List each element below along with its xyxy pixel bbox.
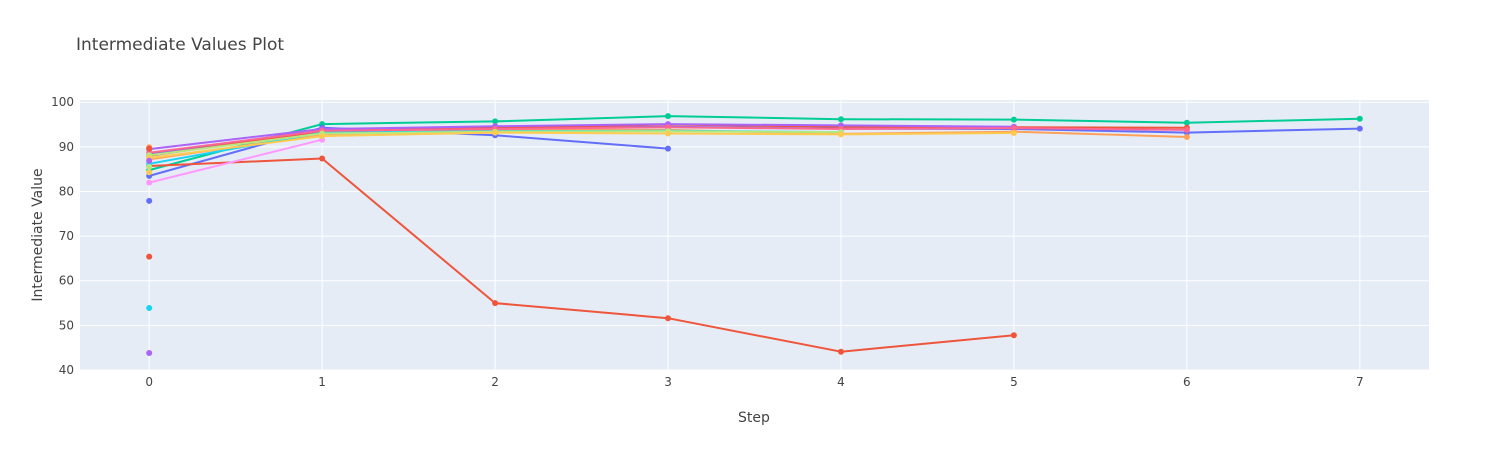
x-tick-label: 2	[491, 375, 499, 389]
series-line	[149, 157, 1014, 353]
data-point[interactable]	[319, 155, 326, 162]
chart-title: Intermediate Values Plot	[76, 35, 284, 55]
data-point[interactable]	[1356, 125, 1363, 132]
series-17	[146, 197, 153, 204]
data-point[interactable]	[319, 133, 326, 140]
data-point[interactable]	[146, 169, 153, 176]
y-tick-label: 40	[59, 363, 74, 377]
data-point[interactable]	[665, 113, 671, 120]
x-tick-label: 7	[1356, 375, 1364, 389]
data-point[interactable]	[665, 130, 671, 137]
data-point[interactable]	[665, 145, 671, 152]
data-point[interactable]	[1356, 115, 1363, 122]
series-19	[146, 305, 153, 311]
tick-layer: 40 50 60 70 80 90 100 0 1 2 3 4 5 6 7	[51, 95, 1364, 389]
data-point[interactable]	[838, 116, 844, 123]
y-tick-label: 100	[51, 95, 74, 109]
series-line	[149, 131, 1014, 159]
data-point[interactable]	[146, 145, 153, 152]
data-point[interactable]	[146, 350, 153, 356]
data-point[interactable]	[838, 131, 844, 138]
series-14	[146, 157, 153, 164]
data-point[interactable]	[838, 348, 844, 355]
x-axis-label: Step	[738, 410, 770, 426]
data-point[interactable]	[146, 253, 153, 260]
series-16	[146, 145, 153, 152]
data-point[interactable]	[146, 305, 153, 311]
y-tick-label: 80	[59, 184, 74, 198]
series-line	[148, 138, 323, 184]
series-18	[146, 253, 153, 260]
data-point[interactable]	[146, 179, 153, 186]
data-point[interactable]	[1183, 126, 1190, 133]
data-point[interactable]	[1010, 116, 1017, 123]
data-point[interactable]	[1183, 134, 1190, 140]
x-tick-label: 1	[318, 375, 326, 389]
x-tick-label: 4	[837, 375, 845, 389]
grid-layer	[80, 100, 1429, 371]
data-point[interactable]	[665, 315, 671, 322]
data-point[interactable]	[492, 300, 499, 307]
x-tick-label: 0	[145, 375, 153, 389]
x-tick-label: 5	[1010, 375, 1018, 389]
data-point[interactable]	[1183, 119, 1190, 126]
series-20	[146, 350, 153, 356]
y-tick-label: 60	[59, 274, 74, 288]
series-line	[148, 115, 1360, 172]
y-tick-label: 90	[59, 140, 74, 154]
series-layer	[146, 113, 1363, 356]
y-tick-label: 50	[59, 318, 74, 332]
x-tick-label: 6	[1183, 375, 1191, 389]
series-13	[146, 163, 153, 170]
data-point[interactable]	[492, 129, 499, 136]
y-axis-label: Intermediate Value	[30, 168, 46, 301]
data-point[interactable]	[1010, 130, 1017, 136]
data-point[interactable]	[146, 157, 153, 164]
data-point[interactable]	[146, 197, 153, 204]
series-line	[149, 123, 1014, 151]
data-point[interactable]	[492, 118, 499, 125]
data-point[interactable]	[146, 163, 153, 170]
series-12	[146, 169, 153, 176]
data-point[interactable]	[1010, 332, 1017, 339]
data-point[interactable]	[1010, 125, 1017, 132]
y-tick-label: 70	[59, 229, 74, 243]
x-tick-label: 3	[664, 375, 672, 389]
